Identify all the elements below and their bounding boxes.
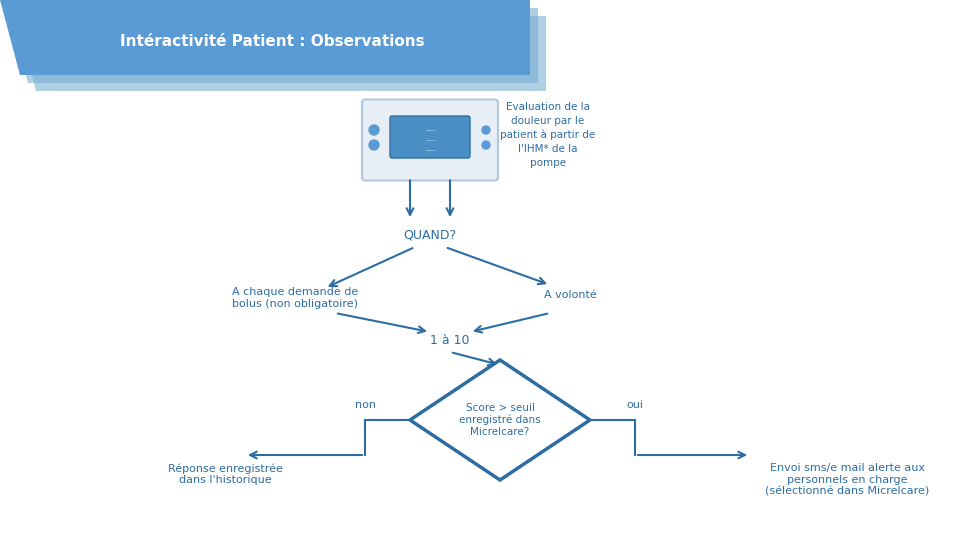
FancyBboxPatch shape (390, 116, 470, 158)
FancyBboxPatch shape (362, 99, 498, 180)
Circle shape (369, 140, 379, 150)
Text: QUAND?: QUAND? (403, 228, 457, 241)
Polygon shape (410, 360, 590, 480)
Text: A volonté: A volonté (543, 290, 596, 300)
Text: Intéractivité Patient : Observations: Intéractivité Patient : Observations (120, 35, 424, 50)
Text: Score > seuil
enregistré dans
Micrelcare?: Score > seuil enregistré dans Micrelcare… (459, 403, 540, 437)
Polygon shape (16, 16, 546, 91)
Text: non: non (354, 400, 375, 410)
Polygon shape (8, 8, 538, 83)
Text: oui: oui (627, 400, 643, 410)
Text: ___: ___ (424, 125, 435, 131)
Text: Envoi sms/e mail alerte aux
personnels en charge
(sélectionné dans Micrelcare): Envoi sms/e mail alerte aux personnels e… (765, 463, 929, 496)
Circle shape (482, 141, 490, 149)
Circle shape (482, 126, 490, 134)
Text: Evaluation de la
douleur par le
patient à partir de
l'IHM* de la
pompe: Evaluation de la douleur par le patient … (500, 102, 595, 168)
Polygon shape (0, 0, 530, 75)
Text: ___: ___ (424, 145, 435, 151)
Text: 1 à 10: 1 à 10 (430, 334, 469, 347)
Circle shape (369, 125, 379, 135)
Text: A chaque demande de
bolus (non obligatoire): A chaque demande de bolus (non obligatoi… (232, 287, 358, 309)
Text: Réponse enregistrée
dans l'historique: Réponse enregistrée dans l'historique (168, 463, 282, 485)
Text: ___: ___ (424, 135, 435, 141)
